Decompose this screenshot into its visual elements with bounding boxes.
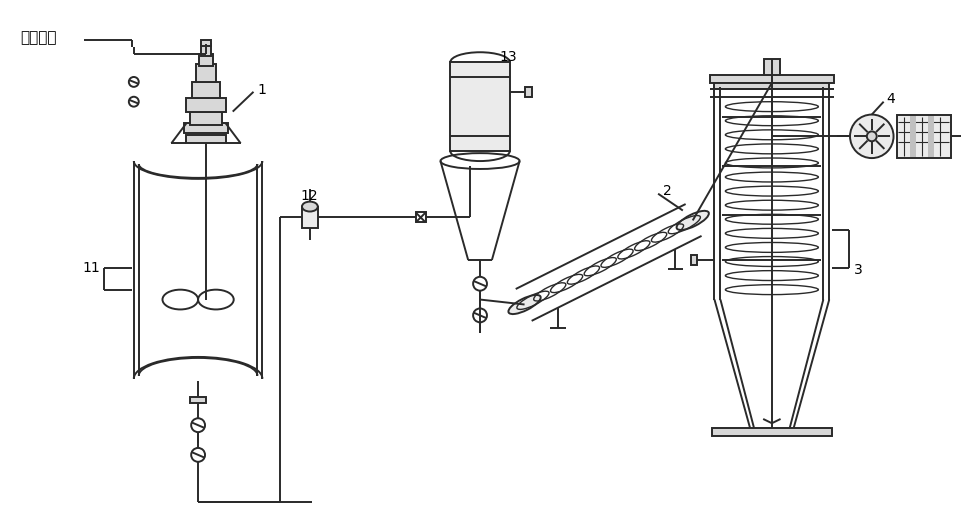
Text: 1: 1 [257, 83, 266, 97]
Circle shape [473, 309, 487, 322]
Text: 13: 13 [500, 50, 517, 64]
Text: 12: 12 [300, 189, 317, 203]
Bar [190, 398, 206, 403]
Bar [524, 87, 533, 97]
Text: 2: 2 [663, 184, 672, 197]
Bar [187, 98, 226, 112]
Bar [451, 62, 510, 151]
Ellipse shape [198, 290, 234, 310]
Bar [201, 44, 211, 56]
Bar [416, 212, 425, 222]
Bar [764, 59, 779, 75]
Text: 3: 3 [854, 263, 863, 277]
Circle shape [866, 131, 877, 141]
Circle shape [473, 277, 487, 291]
Bar [712, 428, 833, 436]
Bar [192, 82, 220, 98]
Bar [928, 116, 934, 157]
Bar [690, 255, 696, 265]
Ellipse shape [677, 211, 709, 230]
Bar [196, 64, 216, 82]
Ellipse shape [302, 202, 318, 211]
Bar [187, 135, 226, 143]
Bar [710, 75, 835, 83]
Circle shape [850, 115, 894, 158]
Bar [910, 116, 917, 157]
Ellipse shape [509, 295, 541, 314]
Text: 4: 4 [887, 92, 895, 106]
Circle shape [191, 448, 205, 462]
Text: 11: 11 [82, 261, 101, 275]
Bar [302, 207, 318, 229]
Ellipse shape [162, 290, 198, 310]
Bar [190, 112, 221, 126]
Bar [896, 115, 951, 158]
Circle shape [129, 97, 138, 107]
Bar [185, 124, 228, 133]
Circle shape [191, 418, 205, 432]
Bar [715, 83, 830, 89]
Circle shape [129, 77, 138, 87]
Bar [199, 54, 213, 66]
Text: 城镇污泥: 城镇污泥 [20, 30, 56, 45]
Bar [201, 40, 211, 47]
